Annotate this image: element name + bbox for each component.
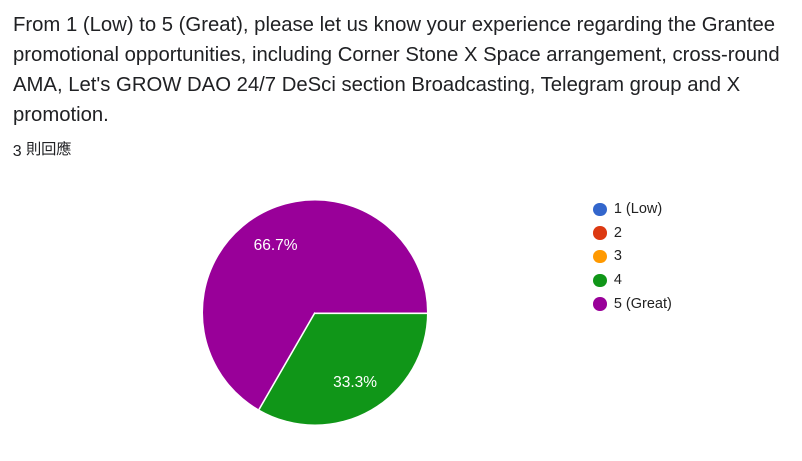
svg-text:3: 3 [13, 143, 22, 160]
